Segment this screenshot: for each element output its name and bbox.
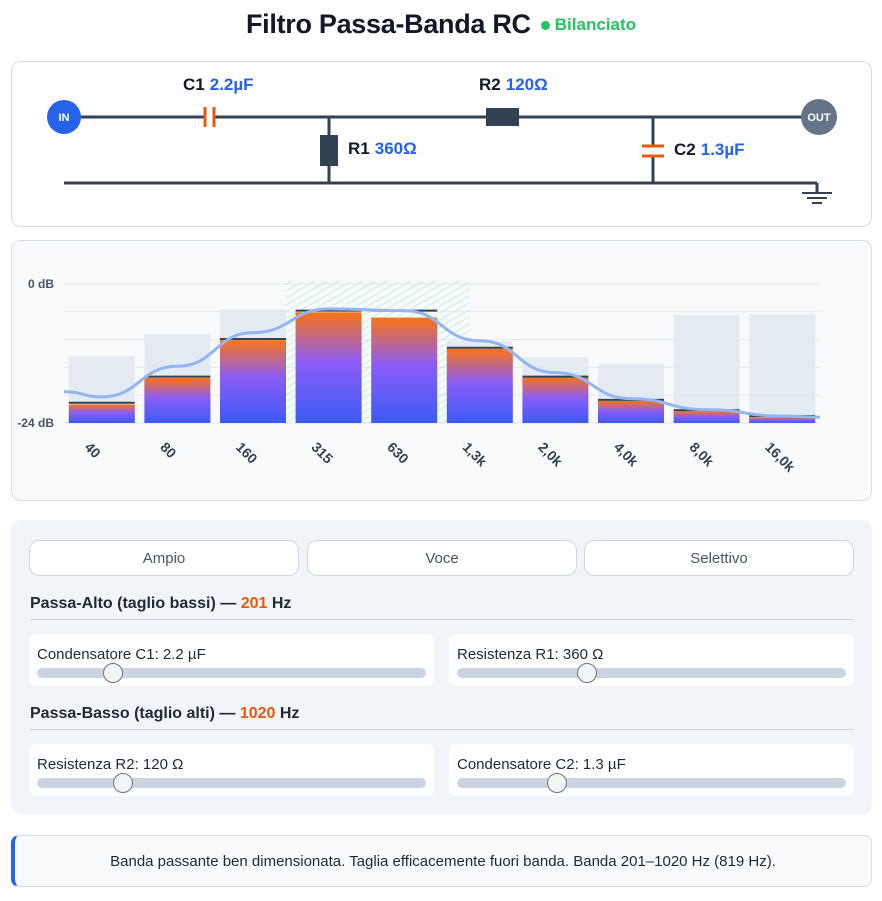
c2-slider-track[interactable] — [457, 773, 846, 793]
c2-slider-label: Condensatore C2: 1.3 µF — [457, 756, 626, 773]
target-bar — [749, 314, 816, 423]
x-tick-label: 8,0k — [686, 439, 717, 470]
preset-voce-button[interactable]: Voce — [307, 540, 577, 576]
c2-label: C2 1.3µF — [674, 140, 745, 159]
x-tick-label: 315 — [308, 439, 336, 467]
y-tick-label: 0 dB — [28, 277, 54, 291]
level-bar — [598, 400, 664, 423]
status-badge: Bilanciato — [540, 15, 637, 35]
r1-label: R1 360Ω — [348, 139, 417, 158]
output-node-icon — [801, 99, 837, 135]
status-dot-icon — [540, 20, 550, 30]
x-tick-label: 1,3k — [460, 439, 491, 470]
r1-slider-card: Resistenza R1: 360 Ω — [449, 634, 854, 686]
c1-capacitor-icon — [203, 107, 216, 127]
r2-slider-label: Resistenza R2: 120 Ω — [37, 756, 184, 773]
controls-panel: Ampio Voce Selettivo Passa-Alto (taglio … — [11, 520, 872, 814]
output-node-label: OUT — [807, 112, 831, 124]
r2-slider-card: Resistenza R2: 120 Ω — [29, 744, 434, 796]
preset-ampio-button[interactable]: Ampio — [29, 540, 299, 576]
c2-capacitor-icon — [642, 144, 664, 158]
r1-slider-thumb[interactable] — [577, 663, 598, 683]
x-tick-label: 80 — [157, 439, 179, 461]
chart-canvas: 0 dB -24 dB 40 80 160 315 630 1,3k 2,0k 4,0k 8,0k 1… — [17, 277, 821, 475]
r1-slider-label: Resistenza R1: 360 Ω — [457, 646, 604, 663]
summary-note: Banda passante ben dimensionata. Taglia … — [11, 835, 872, 887]
c1-label: C1 2.2µF — [183, 75, 254, 94]
highpass-cutoff: 201 — [240, 595, 268, 612]
r2-slider-track[interactable] — [37, 773, 426, 793]
circuit-diagram: IN OUT C1 2.2µF R2 120Ω R1 360Ω C2 1.3µF — [11, 61, 872, 227]
header: Filtro Passa-Banda RC Bilanciato — [0, 0, 882, 48]
lowpass-cutoff: 1020 — [239, 705, 276, 722]
level-bar — [522, 377, 589, 423]
level-bar — [446, 348, 513, 423]
r2-slider-thumb[interactable] — [113, 773, 134, 793]
c1-slider-track[interactable] — [37, 663, 426, 683]
y-tick-label: -24 dB — [17, 416, 54, 430]
c1-slider-card: Condensatore C1: 2.2 µF — [29, 634, 434, 686]
level-bar — [371, 317, 438, 423]
status-label: Bilanciato — [554, 15, 637, 34]
c2-slider-card: Condensatore C2: 1.3 µF — [449, 744, 854, 796]
x-tick-label: 2,0k — [535, 439, 566, 470]
x-tick-label: 16,0k — [762, 439, 798, 475]
circuit-schematic: IN OUT — [47, 99, 837, 204]
level-bar — [220, 340, 286, 423]
lowpass-section-title: Passa-Basso (taglio alti) — 1020 Hz — [30, 705, 853, 730]
preset-selettivo-button[interactable]: Selettivo — [584, 540, 854, 576]
x-tick-label: 160 — [233, 439, 261, 467]
level-bar — [144, 377, 211, 423]
x-tick-label: 40 — [82, 439, 104, 461]
x-tick-label: 630 — [384, 439, 412, 467]
r2-label: R2 120Ω — [479, 75, 548, 94]
c1-slider-label: Condensatore C1: 2.2 µF — [37, 646, 206, 663]
summary-note-text: Banda passante ben dimensionata. Taglia … — [110, 852, 776, 870]
c1-slider-thumb[interactable] — [102, 663, 123, 683]
r1-resistor-icon — [320, 135, 338, 166]
frequency-response-chart: 0 dB -24 dB 40 80 160 315 630 1,3k 2,0k 4,0k 8,0k 1… — [11, 240, 872, 501]
c2-slider-thumb[interactable] — [546, 773, 567, 793]
level-bar — [673, 411, 740, 423]
r1-slider-track[interactable] — [457, 663, 846, 683]
input-node-label: IN — [59, 112, 70, 124]
page-title: Filtro Passa-Banda RC — [245, 8, 531, 39]
highpass-section-title: Passa-Alto (taglio bassi) — 201 Hz — [30, 595, 853, 620]
target-bar — [673, 314, 740, 423]
x-tick-label: 4,0k — [611, 439, 642, 470]
response-curve — [63, 307, 821, 419]
level-bar — [749, 417, 816, 423]
r2-resistor-icon — [486, 108, 519, 126]
level-bar — [295, 312, 362, 423]
ground-icon — [802, 192, 832, 204]
level-bar — [68, 404, 135, 423]
input-node-icon — [47, 100, 81, 134]
